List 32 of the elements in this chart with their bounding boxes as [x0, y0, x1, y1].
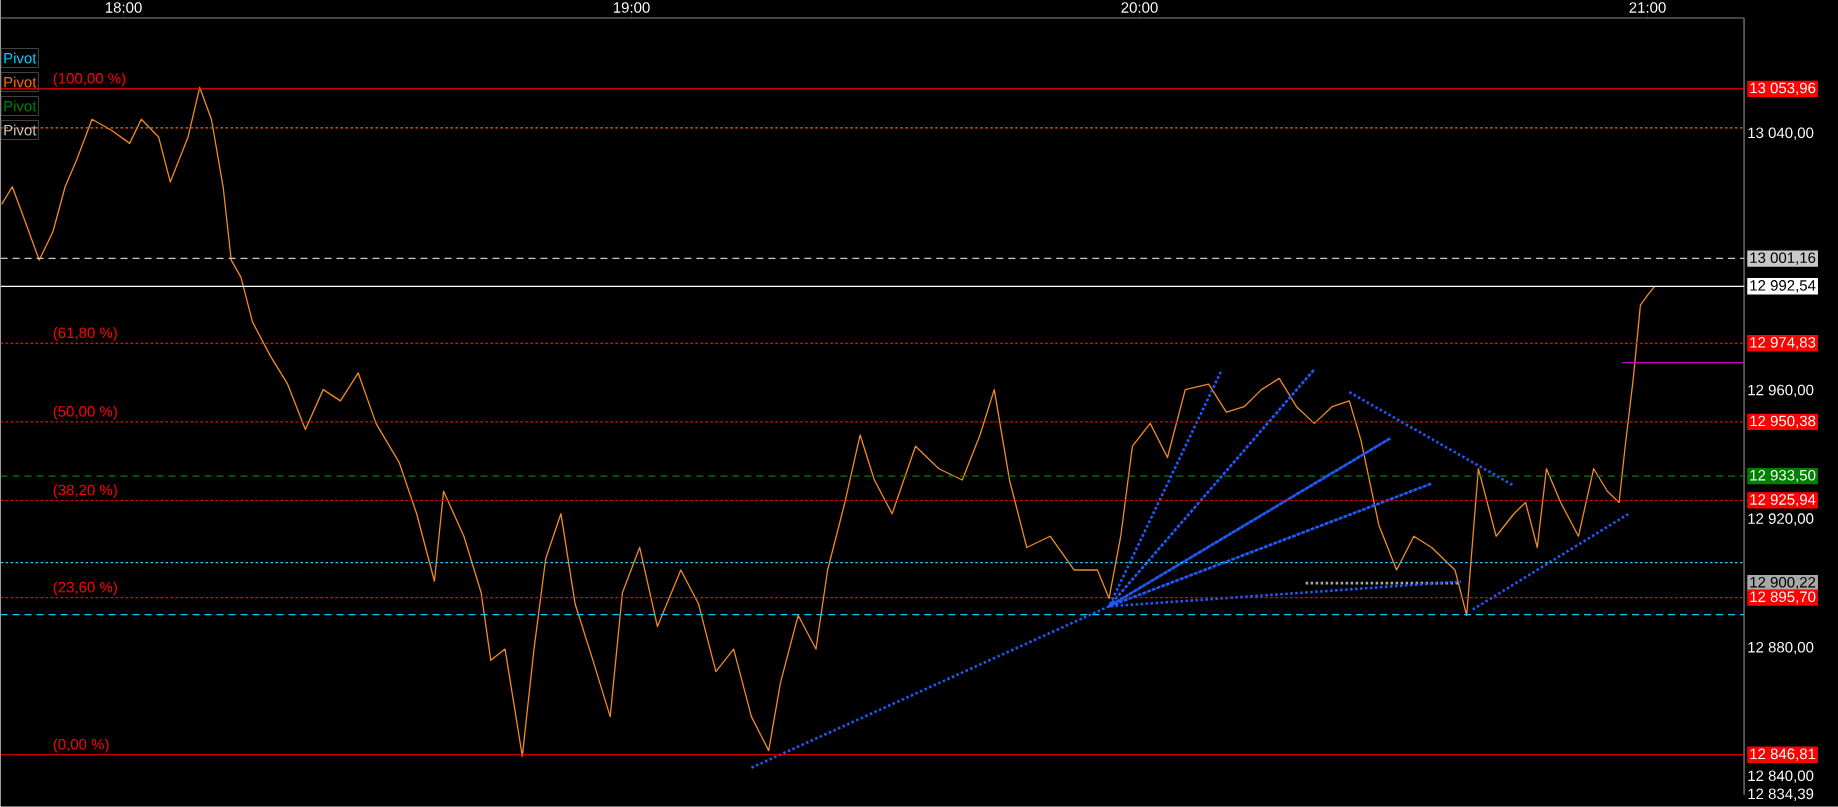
y-tick-label: 12 933,50: [1750, 470, 1816, 483]
x-tick-label: 19:00: [613, 2, 650, 13]
annotation: (100,00 %): [53, 72, 126, 87]
y-tick-label: 12 925,94: [1750, 494, 1816, 507]
y-tick-label: 12 974,83: [1750, 337, 1816, 350]
x-tick-label: 18:00: [105, 2, 142, 13]
annotation: (0,00 %): [53, 738, 109, 753]
annotation: (38,20 %): [53, 484, 117, 499]
line-series: [750, 368, 1463, 770]
text: Pivot: [4, 52, 37, 64]
annotation: (23,60 %): [53, 581, 117, 596]
x-tick-label: 21:00: [1629, 2, 1666, 13]
y-tick-label: 12 950,38: [1750, 415, 1816, 429]
y-tick-label: 12 846,81: [1750, 748, 1816, 762]
y-tick-label: 12 880,00: [1748, 642, 1814, 655]
y-tick-label: 12 960,00: [1748, 384, 1814, 398]
text: Pivot: [4, 76, 37, 88]
y-tick-label: 12 834,39: [1748, 788, 1814, 802]
y-tick-label: 12 840,00: [1748, 770, 1814, 784]
y-tick-label: 13 040,00: [1748, 127, 1814, 141]
text: Pivot: [4, 124, 37, 136]
y-tick-label: 12 920,00: [1748, 513, 1814, 526]
y-tick-label: 12 900,22: [1750, 577, 1816, 590]
annotation: (61,80 %): [53, 327, 117, 342]
x-tick-label: 20:00: [1121, 2, 1158, 13]
line-series: [0, 86, 1656, 757]
annotation: (50,00 %): [53, 405, 117, 420]
text: Pivot: [4, 100, 37, 112]
y-tick-label: 13 053,96: [1750, 82, 1816, 96]
y-tick-label: 12 992,54: [1750, 280, 1816, 293]
y-tick-label: 13 001,16: [1750, 252, 1816, 265]
y-tick-label: 12 895,70: [1750, 591, 1816, 604]
